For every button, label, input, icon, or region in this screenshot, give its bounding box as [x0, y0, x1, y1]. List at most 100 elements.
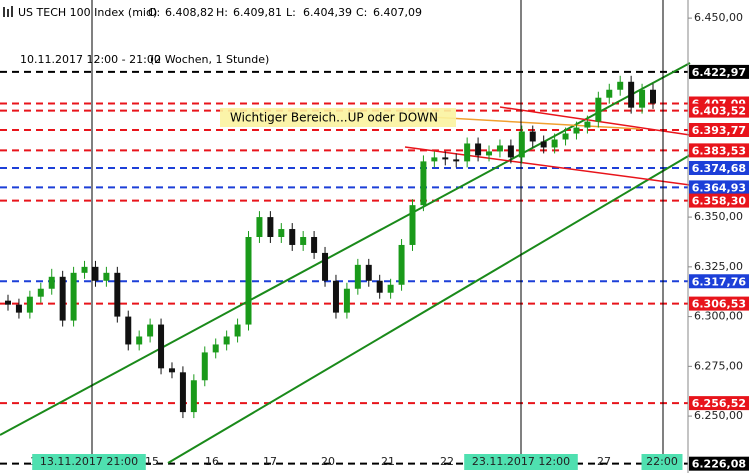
candle-body: [289, 229, 296, 245]
candle-body: [573, 127, 580, 134]
x-tick-label: 16: [205, 455, 219, 468]
level-tag: [689, 103, 749, 118]
candle-body: [15, 304, 22, 313]
candle-body: [136, 336, 143, 345]
candle-body: [92, 266, 99, 281]
candle-body: [179, 372, 186, 413]
candle-body: [245, 236, 252, 325]
app-icon: [3, 6, 13, 17]
candle-body: [103, 272, 110, 281]
candle-body: [147, 324, 154, 337]
x-label-highlight: [32, 454, 146, 470]
candle-body: [475, 143, 482, 156]
trend-lines: [0, 62, 691, 464]
candle-body: [365, 264, 372, 281]
x-label-highlight: [641, 454, 683, 470]
candle-body: [398, 244, 405, 285]
candle-body: [343, 288, 350, 313]
chart-title: US TECH 100 Index (mid): [18, 6, 157, 19]
candle-body: [70, 272, 77, 321]
candle-body: [584, 121, 591, 128]
candle-body: [496, 145, 503, 152]
y-tick-label: 6.350,00: [694, 210, 743, 223]
x-tick-label: 21: [381, 455, 395, 468]
level-tag: [689, 123, 749, 138]
x-tick-label: 13.11.2017 21:00: [40, 455, 138, 468]
stat-value: 6.407,09: [373, 6, 422, 19]
candle-body: [606, 89, 613, 98]
candle-body: [431, 157, 438, 162]
level-label: 6.358,30: [692, 195, 747, 208]
stat-value: 6.408,82: [165, 6, 214, 19]
candle-body: [595, 97, 602, 122]
candle-body: [158, 324, 165, 369]
candle-body: [59, 276, 66, 321]
annotation-box: [220, 108, 456, 127]
candle-body: [267, 217, 274, 237]
candle-body: [442, 157, 449, 160]
level-label: 6.383,53: [692, 144, 746, 157]
x-tick-label: 22:00: [646, 455, 678, 468]
annotation: Wichtiger Bereich...UP oder DOWN: [230, 111, 438, 125]
candle-body: [628, 81, 635, 108]
candle-body: [26, 296, 33, 313]
candle-body: [48, 276, 55, 289]
candle-body: [201, 352, 208, 381]
candle-body: [114, 272, 121, 317]
x-tick-label: 23.11.2017 12:00: [472, 455, 570, 468]
level-tag: [689, 64, 749, 79]
y-tick-label: 6.325,00: [694, 260, 743, 273]
level-tag: [689, 143, 749, 158]
candle-body: [256, 217, 263, 237]
level-label: 6.403,52: [692, 105, 746, 118]
x-tick-label: 27: [597, 455, 611, 468]
level-label: 6.374,68: [692, 162, 746, 175]
level-label: 6.256,52: [692, 397, 746, 410]
stat-value: 6.409,81: [233, 6, 282, 19]
candle-body: [212, 344, 219, 353]
candle-body: [322, 252, 329, 281]
stat-label: H:: [216, 6, 228, 19]
candle-body: [617, 81, 624, 90]
candle-body: [518, 131, 525, 158]
candle-body: [300, 236, 307, 245]
candle-body: [168, 368, 175, 373]
level-label: 6.364,93: [692, 181, 746, 194]
candle-body: [376, 280, 383, 293]
level-label: 6.306,53: [692, 298, 746, 311]
candle-body: [37, 288, 44, 297]
level-tag: [689, 456, 749, 471]
candle-body: [5, 300, 11, 305]
x-tick-label: 22: [440, 455, 454, 468]
level-tag: [689, 160, 749, 175]
stat-label: L:: [286, 6, 296, 19]
x-tick-label: 20: [321, 455, 335, 468]
level-label: 6.226,08: [692, 458, 746, 471]
candle-body: [332, 280, 339, 313]
x-label-highlight: [464, 454, 578, 470]
candle-body: [420, 161, 427, 206]
level-tag: [689, 180, 749, 195]
candle-body: [453, 159, 460, 162]
y-tick-label: 6.450,00: [694, 11, 743, 24]
stat-label: O:: [148, 6, 160, 19]
candle-body: [562, 133, 569, 140]
x-tick-label: 17: [263, 455, 277, 468]
candle-body: [125, 316, 132, 345]
level-tag: [689, 193, 749, 208]
candle-body: [387, 284, 394, 293]
candle-body: [311, 236, 318, 253]
y-tick-label: 6.250,00: [694, 409, 743, 422]
subtitle: 10.11.2017 12:00 - 21:00: [20, 53, 161, 66]
candle-body: [409, 205, 416, 245]
stat-value: 6.404,39: [303, 6, 352, 19]
candle-body: [639, 89, 646, 108]
level-label: 6.422,97: [692, 66, 746, 79]
y-tick-label: 6.300,00: [694, 310, 743, 323]
candle-body: [81, 266, 88, 273]
stat-label: C:: [356, 6, 367, 19]
candle-body: [190, 380, 197, 413]
level-label: 6.317,76: [692, 275, 747, 288]
level-tag: [689, 274, 749, 289]
